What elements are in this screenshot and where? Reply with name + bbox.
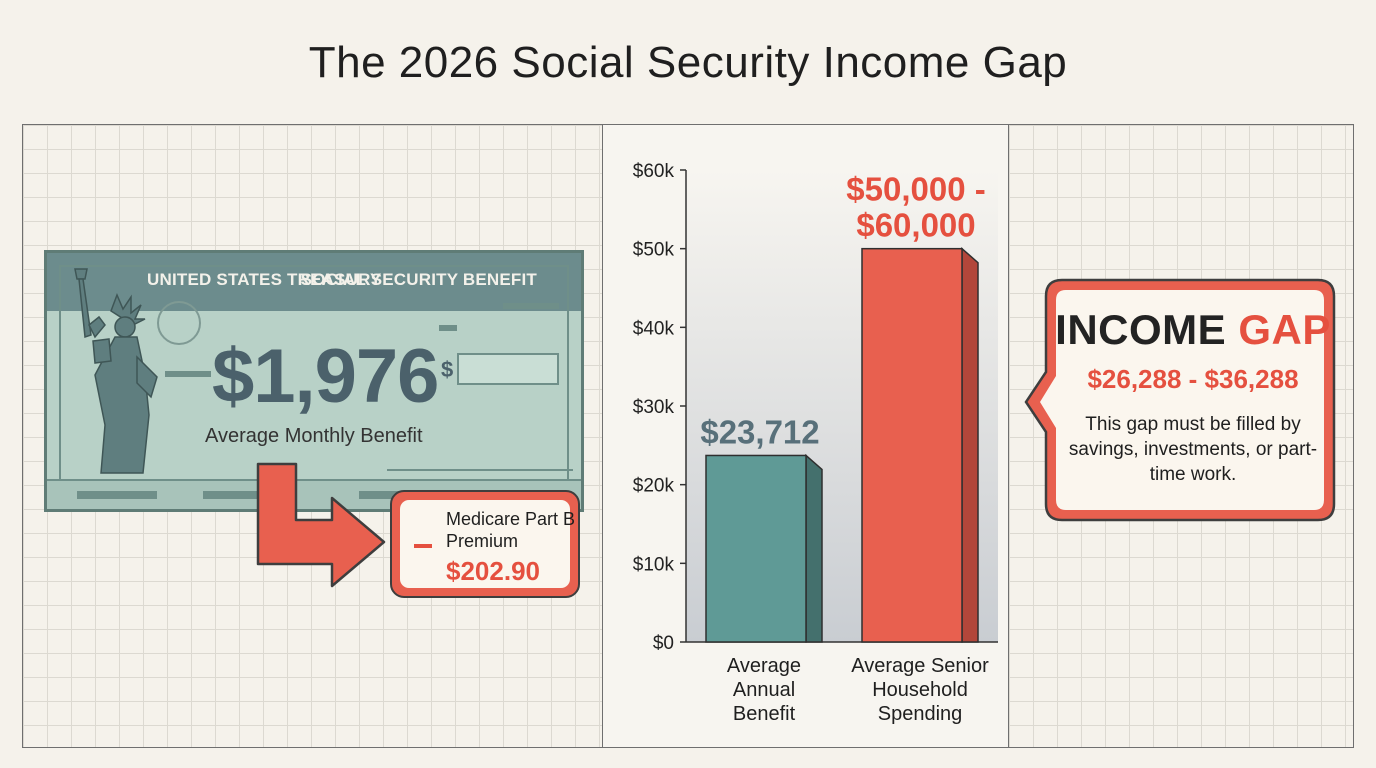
check-amount: $1,976	[212, 334, 439, 419]
y-tick-label: $50k	[633, 240, 675, 261]
micr-bar	[359, 491, 399, 499]
income-gap-title: INCOME GAP	[1052, 306, 1334, 354]
bar-value-label: $60,000	[856, 207, 975, 244]
check-line	[439, 325, 457, 331]
check-type: SOCIAL SECURITY BENEFIT	[300, 270, 537, 289]
x-category-label: Average Senior	[851, 655, 989, 677]
benefit-check: UNITED STATES TREASURY SOCIAL SECURITY B…	[44, 250, 584, 512]
x-category-label: Benefit	[733, 703, 796, 725]
medicare-premium-card: Medicare Part B Premium $202.90	[390, 490, 580, 598]
check-line	[503, 303, 559, 309]
medicare-value: $202.90	[446, 556, 540, 586]
income-gap-title-word: INCOME	[1055, 306, 1239, 353]
bar-value-label: $23,712	[700, 413, 819, 450]
y-tick-label: $60k	[633, 161, 675, 182]
page-title: The 2026 Social Security Income Gap	[308, 38, 1068, 87]
income-gap-title-accent: GAP	[1238, 306, 1331, 353]
check-signature-line	[387, 469, 573, 471]
bar-value-label: $50,000 -	[846, 171, 985, 208]
medicare-label: Medicare Part B Premium	[446, 509, 576, 551]
income-gap-note: This gap must be filled by savings, inve…	[1068, 414, 1318, 485]
bar-side	[961, 247, 979, 643]
check-issuer: UNITED STATES TREASURY	[147, 270, 382, 289]
check-header-band	[47, 253, 581, 311]
bar-side	[805, 453, 823, 643]
check-amount-box	[457, 353, 559, 385]
income-gap-range: $26,288 - $36,288	[1087, 364, 1299, 394]
check-line	[165, 371, 211, 377]
x-category-label: Spending	[878, 703, 963, 725]
x-category-label: Household	[872, 679, 968, 701]
deduction-arrow-icon	[256, 462, 386, 588]
micr-bar	[77, 491, 157, 499]
y-tick-label: $0	[653, 633, 674, 654]
income-gap-callout	[1024, 278, 1336, 522]
check-amount-label: Average Monthly Benefit	[205, 425, 423, 447]
check-dollar-sign: $	[441, 357, 454, 382]
medicare-card-inner: Medicare Part B Premium $202.90	[400, 500, 575, 588]
bar	[861, 247, 963, 643]
income-chart: $0 $10k $20k $30k $40k $50k $60k $23,712 Averag…	[633, 161, 998, 725]
minus-icon	[414, 544, 432, 548]
treasury-seal-icon	[157, 301, 201, 345]
y-tick-label: $40k	[633, 318, 675, 339]
y-tick-label: $30k	[633, 397, 675, 418]
y-tick-label: $20k	[633, 476, 675, 497]
statue-of-liberty-icon	[74, 268, 158, 474]
bar	[705, 454, 807, 643]
x-category-label: Average	[727, 655, 801, 677]
micr-bar	[203, 491, 283, 499]
x-category-label: Annual	[733, 679, 795, 701]
y-tick-label: $10k	[633, 554, 675, 575]
